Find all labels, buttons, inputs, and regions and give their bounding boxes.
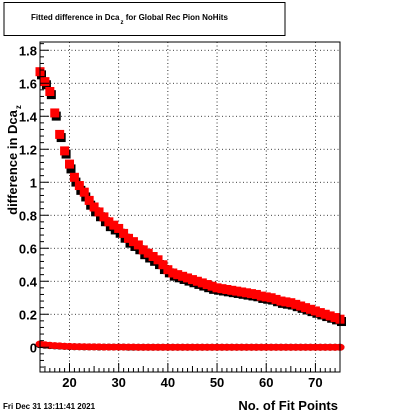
- title-box: Fitted difference in Dcaz for Global Rec…: [3, 2, 286, 36]
- x-axis-title: No. of Fit Points: [238, 398, 338, 413]
- data-point-square: [69, 172, 79, 182]
- data-point-square: [187, 275, 197, 285]
- data-point-square: [84, 195, 94, 205]
- data-point-square: [192, 276, 202, 286]
- data-point-square: [227, 285, 237, 295]
- data-point-square: [310, 306, 320, 316]
- data-point-square: [197, 278, 207, 288]
- y-tick-label: 0.2: [19, 307, 37, 322]
- data-point-square: [320, 309, 330, 319]
- data-point-square: [183, 273, 193, 283]
- x-tick-label: 20: [62, 375, 76, 390]
- data-point-square: [89, 202, 99, 212]
- data-point-square: [301, 303, 311, 313]
- y-tick-label: 0.8: [19, 208, 37, 223]
- y-tick-label: 1.4: [19, 109, 38, 124]
- data-point-square: [65, 159, 75, 169]
- chart-title-tail: for Global Rec Pion NoHits: [123, 13, 228, 22]
- data-point-square: [325, 311, 335, 321]
- x-tick-label: 70: [308, 375, 322, 390]
- data-point-square: [330, 313, 340, 323]
- chart-title-main: Fitted difference in Dca: [31, 13, 120, 22]
- data-point-square: [271, 294, 281, 304]
- data-point-square: [217, 284, 227, 294]
- data-point-square: [114, 223, 124, 233]
- plot-frame: [39, 41, 341, 373]
- data-point-square: [207, 281, 217, 291]
- data-point-square: [168, 268, 178, 278]
- y-tick-label: 1.2: [19, 142, 37, 157]
- data-point-square: [242, 288, 252, 298]
- data-point-square: [133, 240, 143, 250]
- data-point-square: [237, 287, 247, 297]
- data-point-square: [124, 233, 134, 243]
- x-tick-label: 40: [161, 375, 175, 390]
- data-point-square: [158, 260, 168, 270]
- data-point-square: [50, 108, 60, 118]
- data-point-square: [232, 286, 242, 296]
- y-axis-title: difference in Dcaz: [5, 105, 23, 215]
- x-tick-labels: 20 30 40 50 60 70: [62, 375, 322, 390]
- ticks-layer: [39, 43, 341, 372]
- x-tick-label: 60: [259, 375, 273, 390]
- data-point-square: [143, 248, 153, 258]
- y-tick-label: 1: [30, 175, 37, 190]
- data-point-square: [202, 280, 212, 290]
- data-point-square: [60, 146, 70, 156]
- data-point-square: [281, 297, 291, 307]
- data-point-square: [99, 212, 109, 222]
- data-point-square: [128, 237, 138, 247]
- y-tick-label: 0.6: [19, 241, 37, 256]
- data-point-square: [296, 301, 306, 311]
- data-point-square: [305, 304, 315, 314]
- title-frame: [3, 2, 286, 36]
- data-point-square: [109, 220, 119, 230]
- data-point-square: [222, 285, 232, 294]
- y-tick-label: 0.4: [19, 274, 38, 289]
- data-point-square: [246, 289, 256, 299]
- y-axis-title-main: difference in Dca: [5, 109, 20, 215]
- x-tick-label: 30: [111, 375, 125, 390]
- data-point-square: [55, 129, 65, 139]
- data-point-square: [212, 283, 222, 293]
- y-tick-labels: 0 0.2 0.4 0.6 0.8 1 1.2 1.4 1.6 1.8: [19, 43, 38, 355]
- data-point-square: [119, 228, 129, 238]
- x-tick-label: 50: [210, 375, 224, 390]
- data-point-square: [148, 252, 158, 261]
- chart-title-subscript: z: [120, 20, 123, 26]
- data-point-square: [74, 181, 84, 191]
- y-tick-label: 0: [30, 340, 37, 355]
- data-point-square: [261, 292, 271, 302]
- data-point-square: [276, 296, 286, 306]
- data-point-square: [104, 217, 114, 227]
- data-point-square: [173, 270, 183, 280]
- data-point-square: [266, 293, 276, 303]
- y-tick-label: 1.6: [19, 76, 37, 91]
- data-point-square: [40, 77, 50, 87]
- data-point-square: [153, 255, 163, 265]
- y-axis-title-subscript: z: [14, 105, 23, 109]
- grid-layer: [40, 42, 340, 372]
- data-point-square: [66, 164, 76, 174]
- y-axis-title-text: difference in Dcaz: [5, 105, 23, 215]
- data-point-square: [94, 207, 104, 217]
- data-point-square: [163, 265, 173, 275]
- data-point-square: [251, 289, 261, 299]
- data-point-square: [45, 87, 55, 96]
- data-point-square: [315, 308, 325, 318]
- chart-title: Fitted difference in Dcaz for Global Rec…: [31, 13, 228, 26]
- data-point-square: [138, 245, 148, 255]
- y-tick-label: 1.8: [19, 43, 37, 58]
- data-point-square: [178, 271, 188, 281]
- timestamp-label: Fri Dec 31 13:11:41 2021: [3, 402, 96, 411]
- data-point-square: [286, 298, 296, 308]
- data-point-square: [256, 291, 266, 301]
- data-point-square: [291, 299, 301, 309]
- data-point-square: [79, 187, 89, 197]
